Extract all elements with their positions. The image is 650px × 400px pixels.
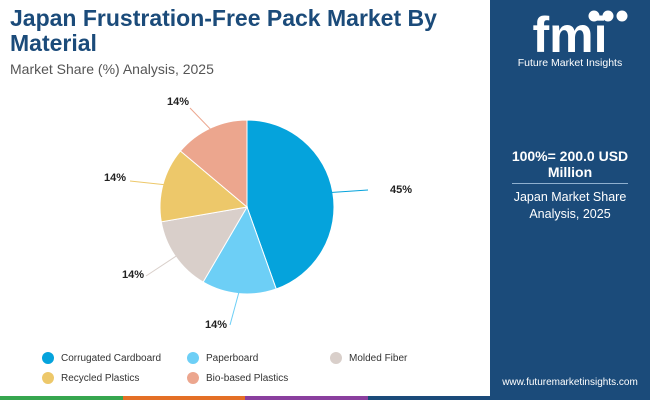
legend-item: Paperboard bbox=[187, 352, 258, 364]
legend-item: Recycled Plastics bbox=[42, 372, 139, 384]
legend-swatch bbox=[42, 372, 54, 384]
market-note: Japan Market Share Analysis, 2025 bbox=[513, 190, 627, 221]
legend-label: Molded Fiber bbox=[349, 352, 408, 364]
slice-data-label: 14% bbox=[205, 319, 227, 331]
legend-label: Paperboard bbox=[206, 352, 259, 364]
slice-data-label: 14% bbox=[104, 172, 126, 184]
legend-label: Corrugated Cardboard bbox=[61, 352, 162, 364]
legend-item: Molded Fiber bbox=[330, 352, 407, 364]
legend-swatch bbox=[187, 352, 199, 364]
chart-legend: Corrugated Cardboard Paperboard Molded Fib… bbox=[42, 352, 462, 392]
logo-dot-icon bbox=[602, 10, 614, 22]
legend-label: Recycled Plastics bbox=[61, 372, 140, 384]
info-sidebar: fmi Future Market Insights 100%= 200.0 U… bbox=[490, 0, 650, 400]
page-subtitle: Market Share (%) Analysis, 2025 bbox=[10, 61, 214, 77]
footer-color-segment bbox=[245, 396, 368, 400]
legend-swatch bbox=[42, 352, 54, 364]
logo-dot-icon bbox=[588, 10, 600, 22]
footer-color-segment bbox=[0, 396, 123, 400]
footer-color-bar bbox=[0, 396, 490, 400]
brand-name: Future Market Insights bbox=[517, 57, 623, 69]
slice-leader-line bbox=[229, 291, 240, 326]
pie-chart: 45% 14% 14% 14% 14% bbox=[104, 96, 412, 331]
pie-slice bbox=[179, 119, 248, 209]
legend-label: Bio-based Plastics bbox=[206, 372, 289, 384]
legend-item: Corrugated Cardboard bbox=[42, 352, 161, 364]
slice-data-label: 45% bbox=[390, 184, 412, 196]
fmi-logo-mark: fmi bbox=[533, 7, 628, 63]
legend-swatch bbox=[330, 352, 342, 364]
slice-leader-line bbox=[330, 189, 369, 194]
fmi-logo: fmi Future Market Insights bbox=[490, 0, 650, 80]
footer-color-segment bbox=[367, 396, 490, 400]
legend-item: Bio-based Plastics bbox=[187, 372, 288, 384]
slice-data-label: 14% bbox=[167, 96, 189, 108]
footer-color-segment bbox=[122, 396, 245, 400]
website-link[interactable]: www.futuremarketinsights.com bbox=[502, 377, 638, 388]
slice-leader-line bbox=[145, 255, 178, 277]
slice-data-label: 14% bbox=[122, 269, 144, 281]
market-total: 100%= 200.0 USD Million bbox=[511, 148, 629, 180]
sidebar-divider bbox=[512, 183, 628, 184]
slice-leader-line bbox=[189, 107, 212, 131]
page-title: Japan Frustration-Free Pack Market By Ma… bbox=[10, 5, 437, 56]
legend-swatch bbox=[187, 372, 199, 384]
slice-leader-line bbox=[129, 180, 166, 186]
logo-dot-icon bbox=[616, 10, 628, 22]
